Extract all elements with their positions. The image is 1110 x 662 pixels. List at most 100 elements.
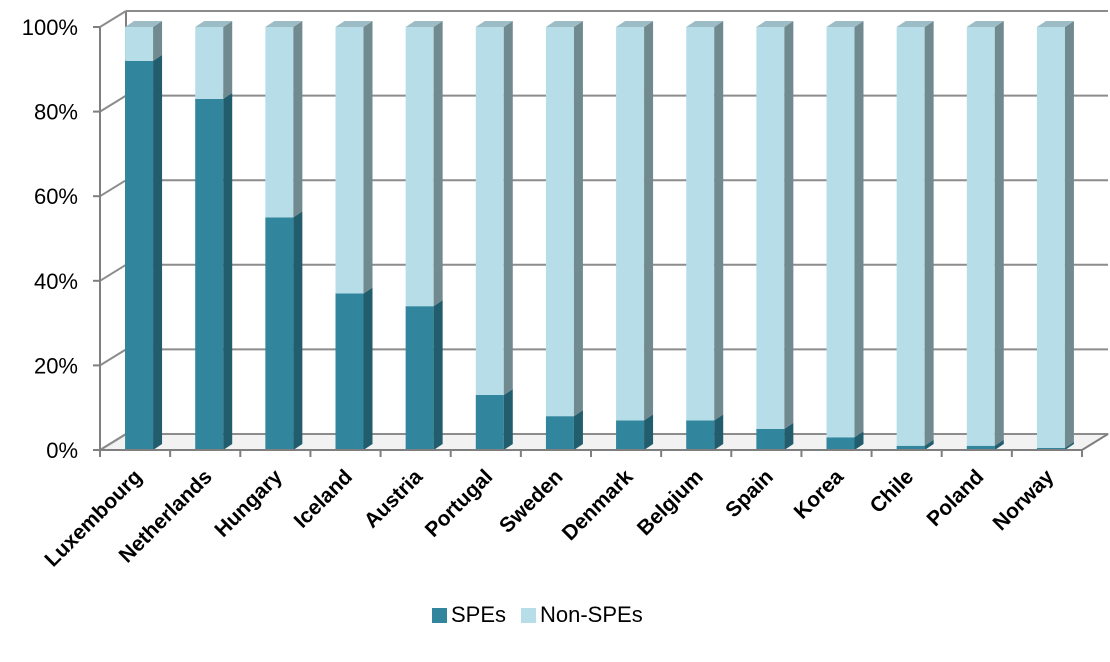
floor [98, 433, 1110, 451]
bar-spes-spain [756, 428, 785, 450]
bar-side-spes-hungary [293, 211, 303, 450]
bar-stack-hungary [265, 21, 303, 450]
bar-side-spes-korea [854, 431, 864, 450]
bar-non-spes-hungary [265, 27, 294, 218]
bar-stack-spain [756, 21, 794, 450]
bar-stack-belgium [686, 21, 724, 450]
bar-side-spes-austria [433, 300, 443, 450]
bar-stack-portugal [475, 21, 513, 450]
bar-stack-norway [1036, 21, 1074, 450]
x-tick-label: Chile [866, 465, 919, 518]
bar-side-spes-sweden [573, 410, 583, 450]
x-tick-label: Belgium [633, 465, 708, 540]
bar-non-spes-netherlands [195, 27, 224, 99]
bar-side-spes-luxembourg [153, 54, 163, 451]
bar-side-non-spes-hungary [293, 21, 303, 218]
x-tick-label: Austria [360, 465, 428, 533]
x-tick-label: Poland [923, 465, 989, 531]
bar-side-spes-norway [1064, 441, 1074, 450]
bar-side-spes-netherlands [223, 92, 233, 450]
bar-spes-luxembourg [125, 60, 154, 451]
legend: SPEs Non-SPEs [432, 602, 643, 627]
gridline-side [99, 94, 127, 113]
legend-swatch-non-spes [521, 608, 536, 623]
bar-top-netherlands [195, 21, 233, 27]
bar-top-denmark [616, 21, 654, 27]
bar-spes-denmark [616, 420, 645, 450]
bar-side-non-spes-norway [1064, 21, 1074, 448]
bar-top-austria [405, 21, 443, 27]
bar-stack-austria [405, 21, 443, 450]
bar-spes-hungary [265, 217, 294, 450]
bar-top-spain [756, 21, 794, 27]
bar-side-non-spes-netherlands [223, 21, 233, 99]
bar-stack-denmark [616, 21, 654, 450]
y-tick-label: 20% [34, 353, 78, 378]
bar-stack-sweden [545, 21, 583, 450]
bar-side-spes-portugal [503, 389, 513, 450]
y-tick-label: 0% [46, 438, 78, 463]
bars [125, 21, 1074, 451]
bar-side-spes-spain [784, 422, 794, 450]
bar-top-korea [826, 21, 864, 27]
bar-side-non-spes-denmark [644, 21, 654, 421]
bar-non-spes-sweden [545, 27, 574, 417]
gridline-side [99, 10, 127, 28]
bar-non-spes-norway [1036, 27, 1065, 448]
bar-side-non-spes-korea [854, 21, 864, 438]
bar-spes-norway [1036, 447, 1065, 450]
x-tick-label: Sweden [495, 465, 567, 537]
gridline-side [99, 263, 127, 282]
bar-non-spes-austria [405, 27, 434, 307]
bar-spes-netherlands [195, 98, 224, 450]
bar-non-spes-spain [756, 27, 785, 429]
bar-non-spes-iceland [335, 27, 364, 294]
legend-label-non-spes: Non-SPEs [540, 602, 643, 627]
bar-spes-sweden [545, 416, 574, 450]
bar-non-spes-luxembourg [125, 27, 154, 61]
bar-stack-chile [896, 21, 934, 450]
bar-stack-korea [826, 21, 864, 450]
bar-non-spes-korea [826, 27, 855, 438]
bar-top-iceland [335, 21, 373, 27]
bar-spes-belgium [686, 420, 715, 450]
y-tick-label: 60% [34, 184, 78, 209]
bar-side-spes-iceland [363, 287, 373, 450]
bar-side-non-spes-luxembourg [153, 21, 163, 61]
gridline-side [99, 433, 127, 451]
x-tick-label: Denmark [558, 465, 638, 545]
bar-side-spes-poland [994, 439, 1004, 450]
x-tick-label: Iceland [290, 465, 357, 532]
x-tick-label: Portugal [421, 465, 497, 541]
x-tick-label: Norway [989, 465, 1059, 535]
y-tick-label: 100% [22, 15, 78, 40]
gridline-side [99, 179, 127, 198]
bar-side-non-spes-poland [994, 21, 1004, 446]
bar-side-non-spes-iceland [363, 21, 373, 294]
bar-top-poland [966, 21, 1004, 27]
bar-top-sweden [545, 21, 583, 27]
bar-stack-netherlands [195, 21, 233, 450]
bar-side-spes-denmark [644, 414, 654, 450]
gridline-side [99, 348, 127, 367]
bar-spes-korea [826, 437, 855, 450]
bar-spes-austria [405, 306, 434, 450]
legend-label-spes: SPEs [451, 602, 506, 627]
bar-side-non-spes-chile [924, 21, 934, 446]
gridlines [99, 10, 1108, 451]
y-tick-label: 40% [34, 269, 78, 294]
bar-side-non-spes-austria [433, 21, 443, 307]
bar-side-non-spes-portugal [503, 21, 513, 396]
bar-stack-luxembourg [125, 21, 163, 451]
bar-non-spes-belgium [686, 27, 715, 421]
bar-top-norway [1036, 21, 1074, 27]
bar-top-hungary [265, 21, 303, 27]
plot-walls [98, 11, 1110, 451]
x-tick-label: Korea [790, 465, 849, 524]
bar-spes-portugal [475, 395, 504, 450]
legend-swatch-spes [432, 608, 447, 623]
bar-side-non-spes-sweden [573, 21, 583, 417]
bar-top-portugal [475, 21, 513, 27]
